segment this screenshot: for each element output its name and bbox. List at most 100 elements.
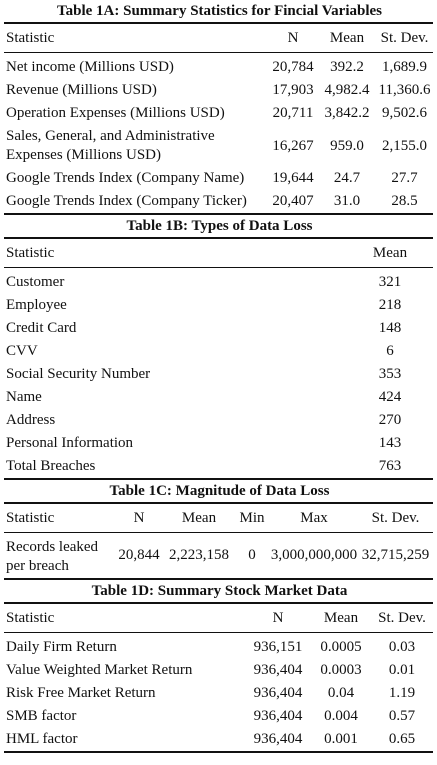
cell-mean: 143 — [347, 432, 433, 455]
row-label: HML factor — [4, 728, 245, 752]
cell-mean: 0.0003 — [311, 659, 371, 682]
cell-mean: 218 — [347, 294, 433, 317]
cell-mean: 24.7 — [318, 167, 376, 190]
table-row: Daily Firm Return 936,151 0.0005 0.03 — [4, 633, 433, 660]
cell-n: 20,784 — [268, 53, 318, 80]
table-row: Total Breaches 763 — [4, 455, 433, 479]
column-header-statistic: Statistic — [4, 603, 245, 633]
column-header-mean: Mean — [164, 503, 234, 533]
cell-st-dev: 28.5 — [376, 190, 433, 214]
cell-mean: 3,842.2 — [318, 102, 376, 125]
table-1c: Statistic N Mean Min Max St. Dev. Record… — [4, 502, 433, 580]
row-label: Employee — [4, 294, 347, 317]
cell-n: 20,844 — [114, 533, 164, 580]
cell-mean: 0.04 — [311, 682, 371, 705]
row-label: Revenue (Millions USD) — [4, 79, 268, 102]
cell-st-dev: 1.19 — [371, 682, 433, 705]
row-label: Sales, General, and Administrative Expen… — [4, 125, 268, 167]
table-row: Personal Information 143 — [4, 432, 433, 455]
table-1d: Statistic N Mean St. Dev. Daily Firm Ret… — [4, 602, 433, 753]
cell-mean: 424 — [347, 386, 433, 409]
cell-st-dev: 0.65 — [371, 728, 433, 752]
cell-st-dev: 2,155.0 — [376, 125, 433, 167]
cell-st-dev: 27.7 — [376, 167, 433, 190]
cell-mean: 0.001 — [311, 728, 371, 752]
cell-mean: 6 — [347, 340, 433, 363]
table-row: Revenue (Millions USD) 17,903 4,982.4 11… — [4, 79, 433, 102]
table-row: Sales, General, and Administrative Expen… — [4, 125, 433, 167]
row-label: Daily Firm Return — [4, 633, 245, 660]
column-header-st-dev: St. Dev. — [371, 603, 433, 633]
cell-mean: 321 — [347, 268, 433, 295]
table-row: SMB factor 936,404 0.004 0.57 — [4, 705, 433, 728]
row-label: Name — [4, 386, 347, 409]
row-label: Records leaked per breach — [4, 533, 114, 580]
column-header-mean: Mean — [318, 23, 376, 53]
cell-n: 19,644 — [268, 167, 318, 190]
row-label: SMB factor — [4, 705, 245, 728]
column-header-st-dev: St. Dev. — [376, 23, 433, 53]
cell-st-dev: 1,689.9 — [376, 53, 433, 80]
row-label: Social Security Number — [4, 363, 347, 386]
table-row: HML factor 936,404 0.001 0.65 — [4, 728, 433, 752]
cell-st-dev: 0.57 — [371, 705, 433, 728]
cell-st-dev: 0.01 — [371, 659, 433, 682]
cell-mean: 353 — [347, 363, 433, 386]
column-header-n: N — [245, 603, 311, 633]
cell-mean: 270 — [347, 409, 433, 432]
row-label: Personal Information — [4, 432, 347, 455]
column-header-statistic: Statistic — [4, 23, 268, 53]
summary-tables: Table 1A: Summary Statistics for Fincial… — [4, 0, 435, 753]
row-label: Customer — [4, 268, 347, 295]
column-header-statistic: Statistic — [4, 238, 347, 268]
column-header-max: Max — [270, 503, 358, 533]
row-label: Google Trends Index (Company Ticker) — [4, 190, 268, 214]
cell-mean: 4,982.4 — [318, 79, 376, 102]
table-1a-title: Table 1A: Summary Statistics for Fincial… — [4, 0, 435, 22]
cell-st-dev: 32,715,259 — [358, 533, 433, 580]
row-label: Google Trends Index (Company Name) — [4, 167, 268, 190]
table-row: Employee 218 — [4, 294, 433, 317]
table-row: Google Trends Index (Company Name) 19,64… — [4, 167, 433, 190]
row-label: CVV — [4, 340, 347, 363]
cell-mean: 148 — [347, 317, 433, 340]
row-label: Risk Free Market Return — [4, 682, 245, 705]
cell-n: 20,711 — [268, 102, 318, 125]
column-header-st-dev: St. Dev. — [358, 503, 433, 533]
table-row: CVV 6 — [4, 340, 433, 363]
table-1d-title: Table 1D: Summary Stock Market Data — [4, 580, 435, 602]
table-1c-title: Table 1C: Magnitude of Data Loss — [4, 480, 435, 502]
cell-mean: 0.004 — [311, 705, 371, 728]
column-header-mean: Mean — [347, 238, 433, 268]
column-header-statistic: Statistic — [4, 503, 114, 533]
cell-mean: 392.2 — [318, 53, 376, 80]
table-row: Address 270 — [4, 409, 433, 432]
table-row: Records leaked per breach 20,844 2,223,1… — [4, 533, 433, 580]
cell-mean: 31.0 — [318, 190, 376, 214]
table-row: Value Weighted Market Return 936,404 0.0… — [4, 659, 433, 682]
cell-n: 16,267 — [268, 125, 318, 167]
column-header-n: N — [268, 23, 318, 53]
cell-st-dev: 11,360.6 — [376, 79, 433, 102]
table-1b: Statistic Mean Customer 321 Employee 218… — [4, 237, 433, 480]
table-row: Name 424 — [4, 386, 433, 409]
column-header-min: Min — [234, 503, 270, 533]
cell-n: 936,404 — [245, 659, 311, 682]
cell-mean: 959.0 — [318, 125, 376, 167]
row-label: Total Breaches — [4, 455, 347, 479]
row-label: Address — [4, 409, 347, 432]
cell-n: 20,407 — [268, 190, 318, 214]
table-row: Customer 321 — [4, 268, 433, 295]
cell-n: 936,151 — [245, 633, 311, 660]
cell-mean: 0.0005 — [311, 633, 371, 660]
cell-mean: 763 — [347, 455, 433, 479]
table-row: Google Trends Index (Company Ticker) 20,… — [4, 190, 433, 214]
cell-n: 936,404 — [245, 682, 311, 705]
cell-st-dev: 0.03 — [371, 633, 433, 660]
cell-max: 3,000,000,000 — [270, 533, 358, 580]
cell-st-dev: 9,502.6 — [376, 102, 433, 125]
table-row: Social Security Number 353 — [4, 363, 433, 386]
table-row: Operation Expenses (Millions USD) 20,711… — [4, 102, 433, 125]
table-1b-title: Table 1B: Types of Data Loss — [4, 215, 435, 237]
cell-n: 17,903 — [268, 79, 318, 102]
